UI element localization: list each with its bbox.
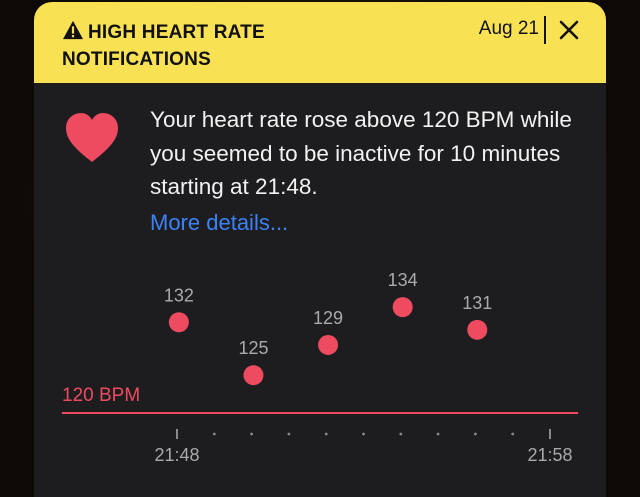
x-minor-tick [399, 432, 403, 436]
data-point [318, 334, 339, 355]
more-details-link[interactable]: More details... [150, 210, 289, 235]
x-label-end: 21:58 [527, 445, 572, 465]
heart-icon [66, 113, 118, 162]
data-point-label: 125 [238, 338, 268, 358]
notification-card: HIGH HEART RATE NOTIFICATIONS Aug 21 You… [34, 2, 606, 497]
x-minor-tick [474, 432, 477, 436]
notification-date: Aug 21 [478, 18, 539, 39]
x-minor-tick [436, 432, 440, 436]
x-minor-tick [287, 432, 291, 436]
header-divider [544, 16, 546, 44]
notification-title: HIGH HEART RATE NOTIFICATIONS [62, 22, 265, 70]
threshold-label: 120 BPM [62, 385, 140, 406]
data-point-label: 134 [388, 270, 418, 290]
x-minor-tick [511, 432, 515, 436]
notification-title-block: HIGH HEART RATE NOTIFICATIONS [62, 19, 362, 73]
x-minor-tick [250, 432, 254, 436]
data-point-label: 129 [313, 308, 343, 328]
data-point [467, 319, 488, 340]
notification-message: Your heart rate rose above 120 BPM while… [150, 107, 572, 199]
x-label-start: 21:48 [154, 445, 199, 465]
x-minor-tick [212, 432, 216, 436]
close-button[interactable] [555, 16, 583, 44]
data-point [243, 365, 264, 386]
x-minor-tick [324, 432, 328, 436]
data-point-label: 132 [164, 285, 194, 305]
notification-header: HIGH HEART RATE NOTIFICATIONS Aug 21 [34, 2, 606, 83]
x-minor-tick [362, 432, 365, 436]
warning-triangle-icon [63, 20, 83, 40]
heart-rate-chart: 120 BPM 21:48 21:58 132 125 129 134 131 [62, 270, 578, 465]
data-point-label: 131 [462, 293, 492, 313]
data-point [392, 297, 413, 318]
close-icon [559, 20, 579, 40]
data-point [168, 312, 189, 333]
